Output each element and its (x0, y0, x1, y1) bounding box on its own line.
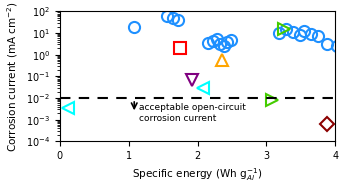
Text: acceptable open-circuit
corrosion current: acceptable open-circuit corrosion curren… (139, 104, 246, 123)
Y-axis label: Corrosion current (mA cm$^{-2}$): Corrosion current (mA cm$^{-2}$) (6, 1, 20, 152)
X-axis label: Specific energy (Wh g$_{Al}^{-1}$): Specific energy (Wh g$_{Al}^{-1}$) (132, 167, 263, 184)
